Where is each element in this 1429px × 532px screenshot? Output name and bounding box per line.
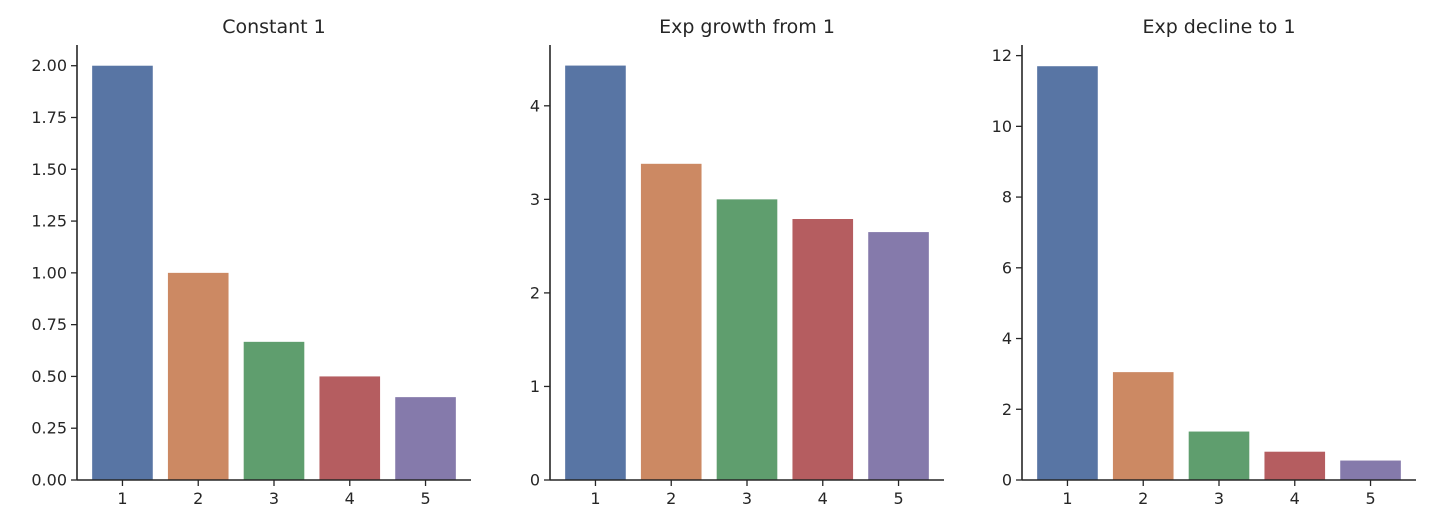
x-tick-label: 2 [666, 489, 676, 508]
bar-3 [243, 341, 305, 480]
y-tick-label: 4 [1002, 329, 1012, 348]
chart-title: Constant 1 [222, 16, 326, 38]
y-tick-label: 0.50 [31, 367, 67, 386]
y-tick-label: 3 [530, 190, 540, 209]
x-tick-label: 2 [1138, 489, 1148, 508]
y-tick-label: 1.00 [31, 263, 67, 282]
chart-title: Exp growth from 1 [659, 16, 835, 38]
y-tick-label: 2 [530, 283, 540, 302]
x-tick-label: 1 [117, 489, 127, 508]
bar-1 [1037, 66, 1098, 480]
chart-title: Exp decline to 1 [1142, 16, 1295, 38]
y-tick-label: 2.00 [31, 56, 67, 75]
x-tick-label: 4 [345, 489, 355, 508]
x-tick-label: 4 [1290, 489, 1300, 508]
y-tick-label: 6 [1002, 258, 1012, 277]
x-tick-label: 3 [269, 489, 279, 508]
y-tick-label: 12 [992, 46, 1012, 65]
y-tick-label: 0 [1002, 471, 1012, 490]
y-tick-label: 1.25 [31, 212, 67, 231]
y-tick-label: 1.75 [31, 108, 67, 127]
bar-5 [1340, 460, 1401, 480]
bar-1 [92, 65, 153, 480]
x-tick-label: 1 [1062, 489, 1072, 508]
y-tick-label: 0 [530, 471, 540, 490]
bar-3 [1188, 431, 1250, 480]
y-tick-label: 1.50 [31, 160, 67, 179]
chart-panel-1: Constant 1 1 2 3 4 5 0.00 0.25 0.50 0.75 1.00 1.25 1… [31, 16, 471, 508]
x-tick-label: 3 [1214, 489, 1224, 508]
x-tick-label: 2 [193, 489, 203, 508]
bar-5 [868, 232, 929, 480]
bar-4 [1264, 451, 1326, 480]
bar-3 [716, 199, 778, 480]
x-tick-label: 1 [590, 489, 600, 508]
x-tick-label: 3 [742, 489, 752, 508]
bar-2 [167, 272, 229, 480]
x-tick-label: 5 [1365, 489, 1375, 508]
bar-5 [395, 397, 456, 480]
bar-2 [640, 163, 702, 480]
bar-4 [792, 219, 854, 480]
y-tick-label: 0.00 [31, 471, 67, 490]
x-tick-label: 5 [893, 489, 903, 508]
x-tick-label: 4 [818, 489, 828, 508]
chart-panel-2: Exp growth from 1 1 2 3 4 5 0 1 2 3 4 [530, 16, 944, 508]
x-tick-label: 5 [420, 489, 430, 508]
y-tick-label: 10 [992, 117, 1012, 136]
y-tick-label: 0.25 [31, 419, 67, 438]
bar-4 [319, 376, 381, 480]
y-tick-label: 1 [530, 377, 540, 396]
bar-2 [1112, 372, 1174, 480]
y-tick-label: 4 [530, 96, 540, 115]
y-tick-label: 2 [1002, 400, 1012, 419]
y-tick-label: 0.75 [31, 315, 67, 334]
bar-1 [565, 65, 626, 481]
y-tick-label: 8 [1002, 188, 1012, 207]
